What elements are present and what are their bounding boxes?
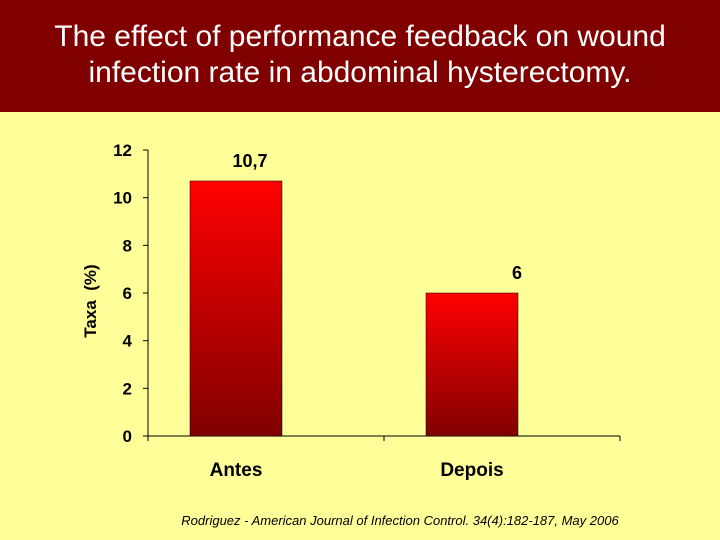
bar-antes	[189, 180, 283, 437]
y-tick-label: 4	[123, 332, 133, 351]
x-category-label: Depois	[440, 460, 503, 481]
y-tick-label: 12	[113, 141, 132, 160]
data-label: 6	[512, 263, 522, 283]
bar-chart: 0 2 4 6 8 10 12 Taxa (%) 10,7 Antes 6 Depois	[81, 141, 621, 481]
y-tick-label: 0	[123, 427, 132, 446]
title-bar	[0, 0, 720, 112]
x-category-label: Antes	[210, 460, 263, 481]
data-label: 10,7	[232, 151, 267, 171]
y-axis-label: Taxa (%)	[81, 264, 100, 337]
citation: Rodriguez - American Journal of Infectio…	[0, 513, 720, 528]
y-tick-label: 2	[123, 379, 132, 398]
slide-title: The effect of performance feedback on wo…	[54, 20, 666, 89]
y-tick-label: 8	[123, 236, 132, 255]
citation-text: Rodriguez - American Journal of Infectio…	[181, 513, 619, 528]
bar-depois	[425, 292, 519, 437]
y-tick-label: 6	[123, 284, 132, 303]
y-tick-label: 10	[113, 189, 132, 208]
